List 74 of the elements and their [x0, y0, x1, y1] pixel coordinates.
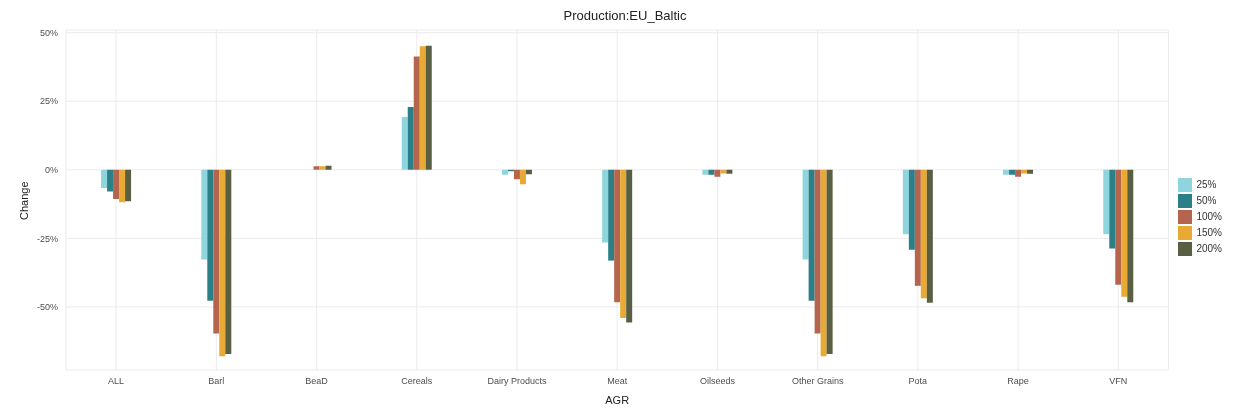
bar: [207, 169, 214, 301]
y-tick-label: 25%: [39, 96, 58, 107]
bar: [914, 169, 921, 286]
bar: [513, 169, 520, 180]
y-tick-label: -25%: [36, 233, 58, 244]
bar: [1127, 169, 1134, 303]
bar: [219, 169, 226, 357]
bar: [313, 166, 320, 170]
bar: [708, 169, 715, 175]
bar: [1009, 169, 1016, 175]
legend-label: 25%: [1196, 179, 1217, 190]
bar: [101, 169, 108, 188]
bar: [608, 169, 615, 261]
bar: [902, 169, 909, 235]
bar: [1115, 169, 1122, 285]
y-tick-label: -50%: [36, 302, 58, 313]
x-tick-label: BeaD: [305, 376, 329, 387]
legend-label: 150%: [1196, 227, 1222, 238]
bar: [814, 169, 821, 334]
x-tick-label: Other Grains: [791, 376, 844, 387]
x-tick-label: Meat: [607, 376, 628, 387]
x-tick-label: Pota: [908, 376, 928, 387]
bar: [225, 169, 232, 355]
bar: [602, 169, 609, 243]
bar: [808, 169, 815, 301]
bar: [926, 169, 933, 303]
bar: [626, 169, 633, 323]
bar: [908, 169, 915, 250]
bar: [1003, 169, 1010, 175]
legend-label: 50%: [1196, 195, 1217, 206]
bar: [113, 169, 120, 199]
bar: [1015, 169, 1022, 177]
bar: [726, 169, 733, 174]
bar: [407, 107, 414, 170]
bar: [920, 169, 927, 299]
bar: [419, 46, 426, 170]
y-tick-label: 50%: [39, 27, 58, 38]
x-tick-label: VFN: [1109, 376, 1128, 387]
chart-title: Production:EU_Baltic: [562, 8, 688, 25]
bar: [401, 116, 408, 170]
bar: [702, 169, 709, 175]
bar: [802, 169, 809, 260]
bar: [425, 45, 432, 170]
legend-label: 200%: [1196, 243, 1222, 254]
y-axis-title: Change: [17, 181, 30, 220]
bar: [1027, 169, 1034, 174]
x-axis-title: AGR: [605, 394, 630, 406]
x-tick-label: Oilseeds: [699, 376, 736, 387]
bar: [413, 56, 420, 170]
bar: [820, 169, 827, 357]
x-tick-label: Barl: [208, 376, 225, 387]
bar: [107, 169, 114, 192]
bar: [201, 169, 208, 260]
bar: [826, 169, 833, 355]
x-tick-label: Dairy Products: [487, 376, 547, 387]
y-tick-label: 0%: [44, 165, 58, 176]
bar: [119, 169, 126, 203]
bar: [1121, 169, 1128, 297]
bar: [614, 169, 621, 303]
bar: [319, 166, 326, 170]
bar: [1103, 169, 1110, 235]
bar: [325, 165, 332, 170]
x-tick-label: Rape: [1007, 376, 1029, 387]
bar: [501, 169, 508, 175]
bar: [519, 169, 526, 185]
legend-label: 100%: [1196, 211, 1222, 222]
bar: [213, 169, 220, 334]
bar: [525, 169, 532, 175]
bar: [125, 169, 132, 202]
x-tick-label: ALL: [108, 376, 125, 387]
bar: [1109, 169, 1116, 249]
bar: [620, 169, 627, 318]
x-tick-label: Cereals: [401, 376, 433, 387]
bar: [714, 169, 721, 177]
